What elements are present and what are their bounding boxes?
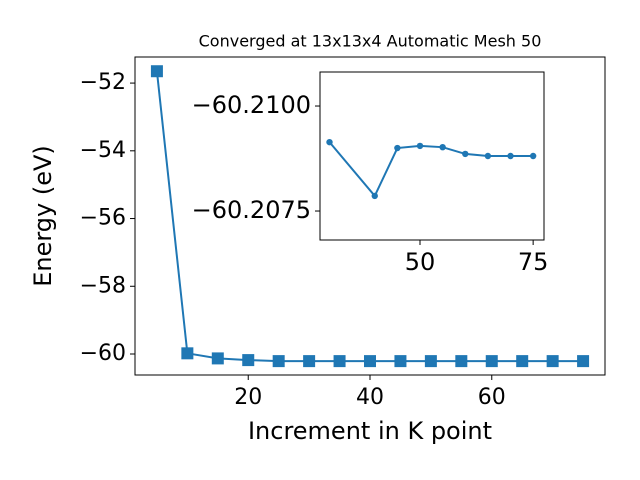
data-marker xyxy=(516,355,529,368)
data-marker xyxy=(394,144,401,152)
data-marker xyxy=(439,143,446,151)
data-marker xyxy=(364,355,376,368)
data-marker xyxy=(507,152,514,160)
x-tick-label: 20 xyxy=(234,385,262,410)
y-tick-label: −60.2100 xyxy=(192,91,311,119)
y-tick-label: −60.2075 xyxy=(192,196,311,224)
data-marker xyxy=(416,142,424,150)
data-marker xyxy=(577,355,590,368)
data-marker xyxy=(455,355,468,368)
x-tick-label: 40 xyxy=(356,385,384,410)
y-tick-label: −58 xyxy=(80,273,126,298)
y-tick-label: −52 xyxy=(80,70,126,95)
data-marker xyxy=(242,354,255,367)
chart-title: Converged at 13x13x4 Automatic Mesh 50 xyxy=(199,32,542,51)
x-tick-label: 60 xyxy=(478,385,506,410)
data-marker xyxy=(326,138,333,146)
x-tick-label: 75 xyxy=(518,248,549,276)
data-marker xyxy=(546,355,559,368)
data-marker xyxy=(303,355,316,368)
data-marker xyxy=(371,192,378,200)
data-marker xyxy=(333,355,346,368)
y-axis-label: Energy (eV) xyxy=(29,145,57,287)
data-marker xyxy=(150,65,163,78)
x-axis-label: Increment in K point xyxy=(248,417,492,445)
data-marker xyxy=(181,347,194,360)
data-marker xyxy=(485,355,498,368)
y-tick-label: −54 xyxy=(80,138,126,163)
data-marker xyxy=(529,152,537,160)
data-marker xyxy=(484,152,492,160)
data-marker xyxy=(424,355,437,368)
data-marker xyxy=(211,352,224,365)
data-marker xyxy=(462,150,469,158)
data-marker xyxy=(272,355,285,368)
y-tick-label: −60 xyxy=(80,341,126,366)
y-tick-label: −56 xyxy=(80,206,126,231)
data-marker xyxy=(394,355,407,368)
x-tick-label: 50 xyxy=(405,248,436,276)
